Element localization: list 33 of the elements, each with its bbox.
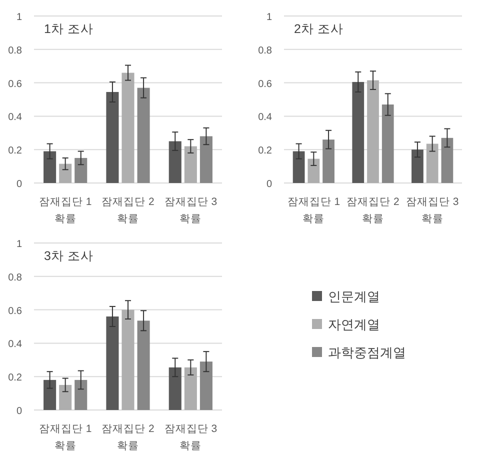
text: 1차 조사 — [44, 22, 94, 36]
x-tick-label: 잠재집단 3 확률 — [406, 196, 459, 225]
y-tick-label: 0.4 — [8, 112, 22, 124]
y-tick-label: 0.8 — [8, 45, 22, 56]
y-tick-label: 1 — [266, 12, 272, 23]
text: 2차 조사 — [294, 22, 344, 36]
y-tick-label: 0.6 — [258, 78, 272, 90]
y-tick-label: 0.2 — [258, 146, 272, 157]
x-tick-label: 잠재집단 2 확률 — [346, 196, 400, 225]
x-tick-label: 잠재집단 1 확률 — [38, 423, 92, 452]
y-tick-label: 0.4 — [8, 339, 22, 350]
y-tick-label: 1 — [16, 12, 22, 23]
x-tick-label: 잠재집단 2 확률 — [102, 423, 155, 452]
y-tick-label: 0 — [16, 179, 22, 190]
legend-label: 자연계열 — [328, 317, 380, 332]
y-tick-label: 1 — [16, 239, 22, 250]
x-tick-label: 잠재집단 2 확률 — [102, 196, 155, 225]
y-tick-label: 0 — [16, 406, 22, 417]
y-tick-label: 0.4 — [258, 112, 272, 124]
y-tick-label: 0.2 — [8, 146, 22, 157]
text: 3차 조사 — [44, 249, 94, 263]
x-tick-label: 잠재집단 3 확률 — [164, 196, 218, 225]
y-tick-label: 0.6 — [8, 78, 22, 90]
x-tick-label: 잠재집단 1 확률 — [38, 196, 92, 225]
y-tick-label: 0.8 — [8, 272, 22, 284]
y-tick-label: 0.2 — [8, 372, 22, 384]
x-tick-label: 잠재집단 3 확률 — [164, 423, 218, 452]
legend-label: 인문계열 — [328, 289, 380, 304]
y-tick-label: 0 — [266, 179, 272, 190]
x-tick-label: 잠재집단 1 확률 — [287, 196, 340, 225]
y-tick-label: 0.8 — [258, 45, 272, 56]
y-tick-label: 0.6 — [8, 306, 22, 317]
legend-label: 과학중점계열 — [328, 345, 406, 360]
